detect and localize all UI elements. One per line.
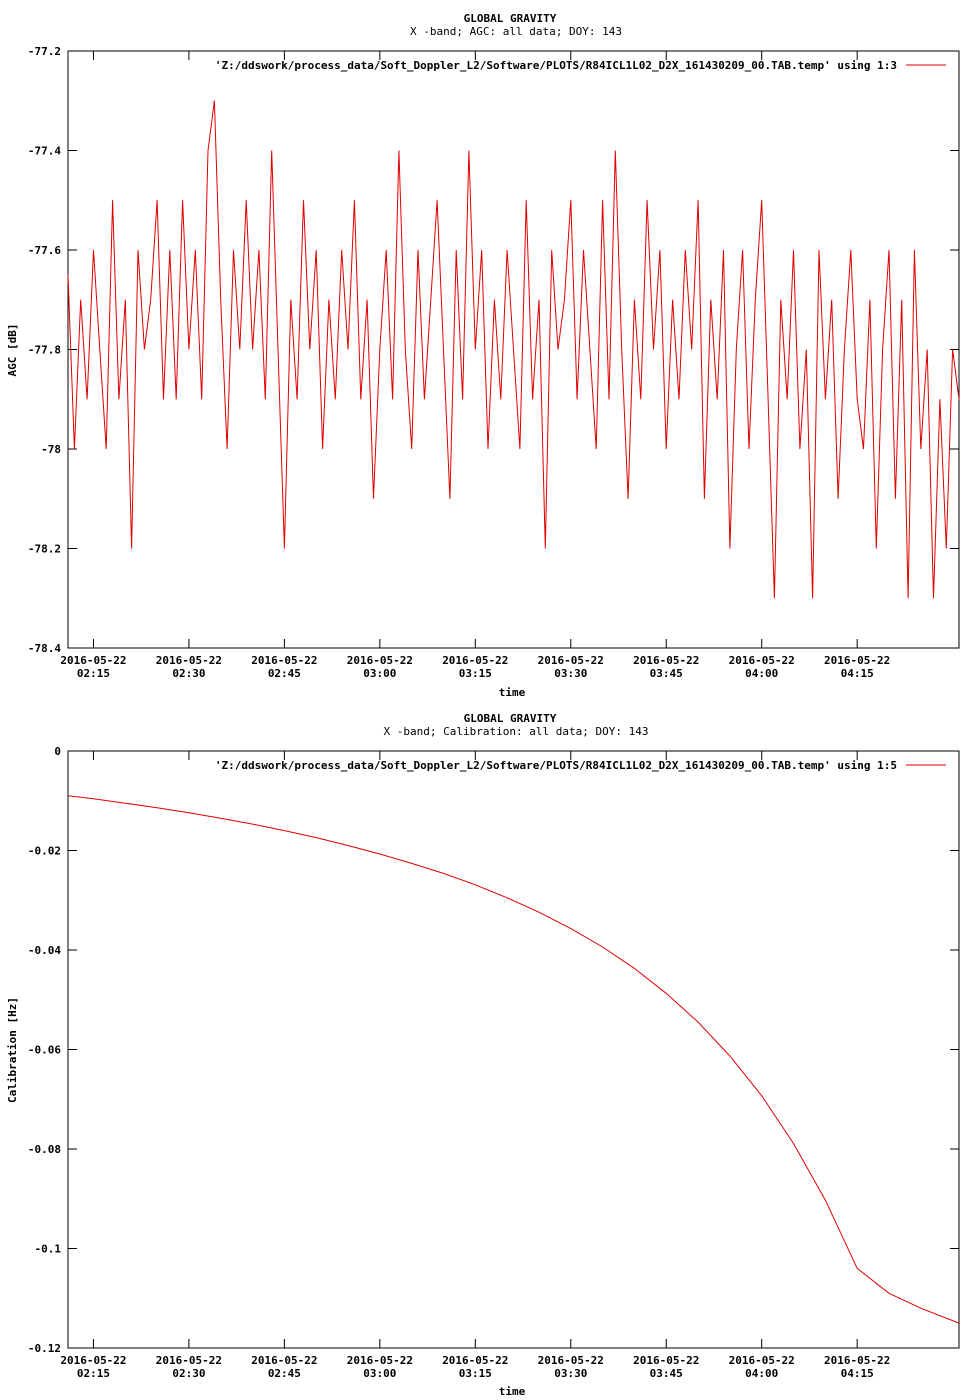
xtick-date-label: 2016-05-22: [729, 654, 795, 667]
xtick-date-label: 2016-05-22: [156, 654, 222, 667]
xtick-time-label: 03:15: [459, 1367, 492, 1380]
ytick-label: -78: [41, 443, 61, 456]
xtick-time-label: 03:45: [650, 1367, 683, 1380]
xtick-time-label: 04:15: [841, 1367, 874, 1380]
chart-agc-legend-label: 'Z:/ddswork/process_data/Soft_Doppler_L2…: [215, 59, 897, 72]
xtick-date-label: 2016-05-22: [60, 1354, 126, 1367]
xtick-date-label: 2016-05-22: [824, 1354, 890, 1367]
ytick-label: -77.2: [28, 45, 61, 58]
chart-calibration: GLOBAL GRAVITY X -band; Calibration: all…: [6, 712, 960, 1398]
xtick-date-label: 2016-05-22: [60, 654, 126, 667]
chart-agc-series-line: [67, 100, 960, 599]
chart-calibration-xticks: 2016-05-2202:152016-05-2202:302016-05-22…: [60, 751, 890, 1380]
xtick-date-label: 2016-05-22: [347, 1354, 413, 1367]
ytick-label: -77.4: [28, 145, 61, 158]
xtick-date-label: 2016-05-22: [633, 654, 699, 667]
chart-calibration-title: GLOBAL GRAVITY: [464, 712, 557, 725]
xtick-time-label: 03:30: [554, 1367, 587, 1380]
xtick-time-label: 03:15: [459, 667, 492, 680]
xtick-date-label: 2016-05-22: [538, 654, 604, 667]
ytick-label: -0.02: [28, 845, 61, 858]
chart-calibration-yticks: 0 -0.02 -0.04 -0.06 -0.08 -0.1 -0.12: [28, 745, 959, 1355]
ytick-label: -0.08: [28, 1143, 61, 1156]
ytick-label: -0.04: [28, 944, 61, 957]
xtick-date-label: 2016-05-22: [156, 1354, 222, 1367]
ytick-label: -77.8: [28, 344, 61, 357]
ytick-label: -77.6: [28, 244, 61, 257]
chart-agc-subtitle: X -band; AGC: all data; DOY: 143: [410, 25, 622, 38]
xtick-date-label: 2016-05-22: [442, 654, 508, 667]
chart-agc-xticks: 2016-05-2202:152016-05-2202:302016-05-22…: [60, 51, 890, 680]
chart-agc-xlabel: time: [499, 686, 526, 699]
chart-calibration-legend-label: 'Z:/ddswork/process_data/Soft_Doppler_L2…: [215, 759, 897, 772]
xtick-time-label: 03:00: [363, 1367, 396, 1380]
xtick-date-label: 2016-05-22: [538, 1354, 604, 1367]
chart-calibration-subtitle: X -band; Calibration: all data; DOY: 143: [384, 725, 649, 738]
chart-agc-ylabel: AGC [dB]: [6, 324, 19, 377]
xtick-time-label: 02:30: [172, 1367, 205, 1380]
xtick-time-label: 02:15: [77, 667, 110, 680]
ytick-label: 0: [54, 745, 61, 758]
ytick-label: -0.06: [28, 1044, 61, 1057]
ytick-label: -0.1: [35, 1243, 62, 1256]
xtick-time-label: 02:15: [77, 1367, 110, 1380]
ytick-label: -78.4: [28, 642, 61, 655]
ytick-label: -78.2: [28, 543, 61, 556]
xtick-time-label: 02:45: [268, 667, 301, 680]
ytick-label: -0.12: [28, 1342, 61, 1355]
xtick-time-label: 03:30: [554, 667, 587, 680]
xtick-time-label: 04:15: [841, 667, 874, 680]
xtick-time-label: 03:45: [650, 667, 683, 680]
chart-calibration-ylabel: Calibration [Hz]: [6, 997, 19, 1103]
xtick-date-label: 2016-05-22: [251, 654, 317, 667]
chart-agc-title: GLOBAL GRAVITY: [464, 12, 557, 25]
chart-agc: GLOBAL GRAVITY X -band; AGC: all data; D…: [6, 12, 960, 699]
xtick-date-label: 2016-05-22: [347, 654, 413, 667]
xtick-date-label: 2016-05-22: [251, 1354, 317, 1367]
xtick-date-label: 2016-05-22: [442, 1354, 508, 1367]
chart-agc-yticks: -77.2 -77.4 -77.6 -77.8 -78 -78.2 -78.4: [28, 45, 959, 655]
chart-calibration-series-line: [67, 795, 960, 1324]
xtick-date-label: 2016-05-22: [824, 654, 890, 667]
chart-calibration-xlabel: time: [499, 1385, 526, 1398]
xtick-time-label: 03:00: [363, 667, 396, 680]
xtick-time-label: 02:30: [172, 667, 205, 680]
xtick-date-label: 2016-05-22: [729, 1354, 795, 1367]
xtick-time-label: 02:45: [268, 1367, 301, 1380]
xtick-date-label: 2016-05-22: [633, 1354, 699, 1367]
chart-calibration-plot-frame: [67, 750, 960, 1349]
xtick-time-label: 04:00: [745, 1367, 778, 1380]
xtick-time-label: 04:00: [745, 667, 778, 680]
